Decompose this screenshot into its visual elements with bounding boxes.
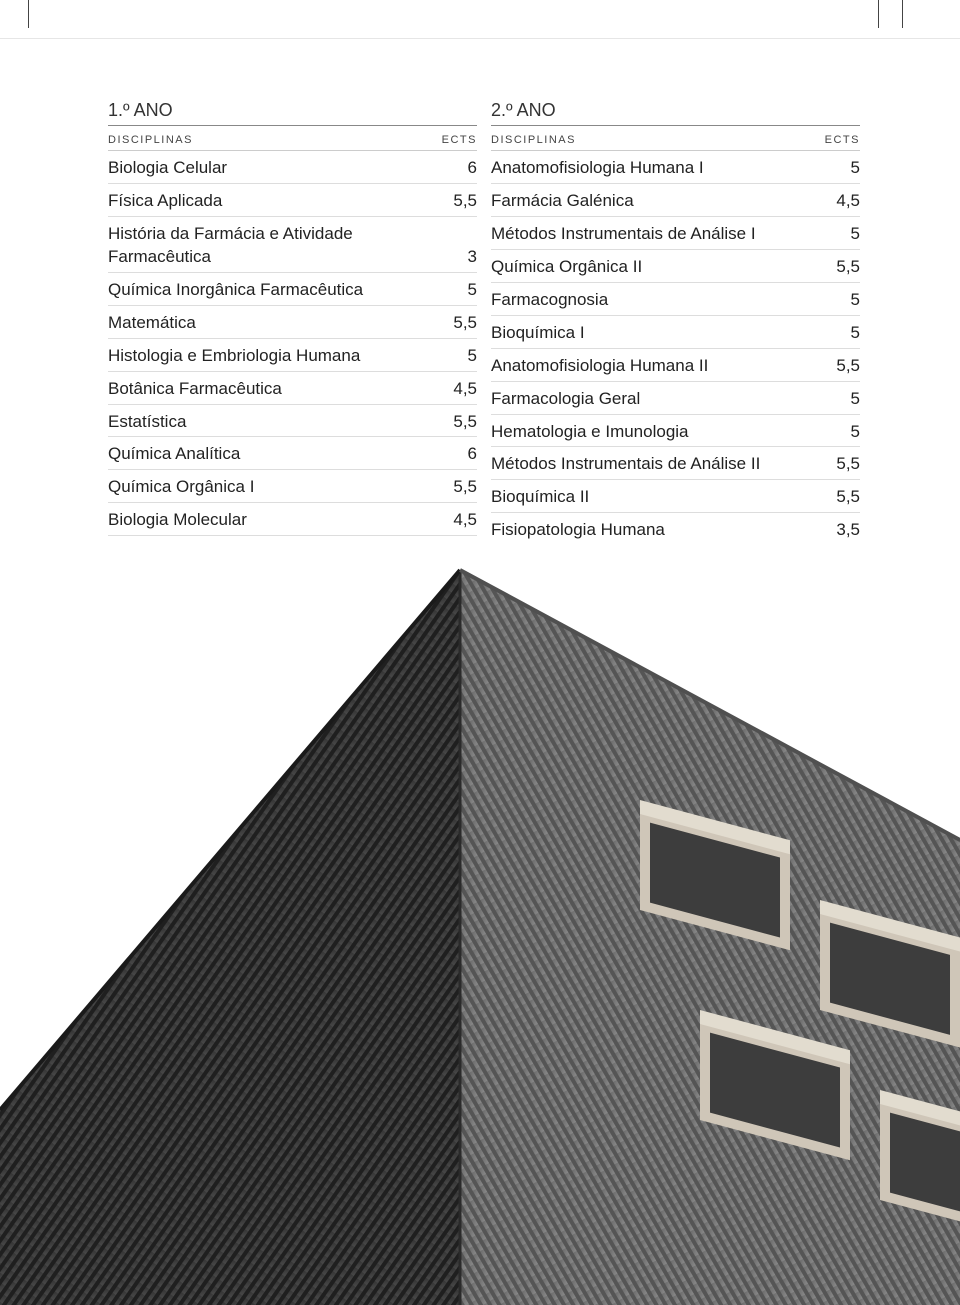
- discipline-name: Fisiopatologia Humana: [491, 519, 826, 542]
- discipline-name: Bioquímica II: [491, 486, 826, 509]
- discipline-name: Química Orgânica II: [491, 256, 826, 279]
- table-row: História da Farmácia e Atividade Farmacê…: [108, 217, 477, 273]
- ects-value: 4,5: [443, 378, 477, 401]
- year-1-title: 1.º ANO: [108, 100, 477, 126]
- discipline-name: Química Analítica: [108, 443, 443, 466]
- table-row: Hematologia e Imunologia5: [491, 415, 860, 448]
- table-row: Bioquímica I5: [491, 316, 860, 349]
- header-ects: ECTS: [442, 134, 477, 146]
- table-row: Bioquímica II5,5: [491, 480, 860, 513]
- table-row: Estatística5,5: [108, 405, 477, 438]
- discipline-name: Farmácia Galénica: [491, 190, 826, 213]
- ects-value: 5: [443, 345, 477, 368]
- discipline-name: História da Farmácia e Atividade Farmacê…: [108, 223, 443, 269]
- building-photo: [0, 540, 960, 1305]
- table-row: Química Orgânica I5,5: [108, 470, 477, 503]
- ects-value: 5,5: [826, 486, 860, 509]
- curriculum-tables: 1.º ANO DISCIPLINAS ECTS Biologia Celula…: [108, 100, 860, 569]
- table-row: Anatomofisiologia Humana II5,5: [491, 349, 860, 382]
- year-1-column: 1.º ANO DISCIPLINAS ECTS Biologia Celula…: [108, 100, 477, 569]
- discipline-name: Química Inorgânica Farmacêutica: [108, 279, 443, 302]
- ects-value: 5: [443, 279, 477, 302]
- header-ects: ECTS: [825, 134, 860, 146]
- ects-value: 5,5: [443, 190, 477, 213]
- table-row: Métodos Instrumentais de Análise I5: [491, 217, 860, 250]
- ects-value: 5,5: [826, 453, 860, 476]
- table-header: DISCIPLINAS ECTS: [491, 128, 860, 151]
- crop-mark-horizontal: [0, 38, 960, 39]
- discipline-name: Física Aplicada: [108, 190, 443, 213]
- ects-value: 5,5: [826, 355, 860, 378]
- table-row: Biologia Molecular4,5: [108, 503, 477, 536]
- table-row: Química Analítica6: [108, 437, 477, 470]
- year-2-title: 2.º ANO: [491, 100, 860, 126]
- crop-mark: [878, 0, 879, 28]
- discipline-name: Botânica Farmacêutica: [108, 378, 443, 401]
- discipline-name: Hematologia e Imunologia: [491, 421, 826, 444]
- table-row: Química Orgânica II5,5: [491, 250, 860, 283]
- table-row: Farmacologia Geral5: [491, 382, 860, 415]
- year-2-column: 2.º ANO DISCIPLINAS ECTS Anatomofisiolog…: [491, 100, 860, 569]
- discipline-name: Química Orgânica I: [108, 476, 443, 499]
- discipline-name: Farmacognosia: [491, 289, 826, 312]
- ects-value: 5,5: [443, 411, 477, 434]
- discipline-name: Estatística: [108, 411, 443, 434]
- discipline-name: Anatomofisiologia Humana I: [491, 157, 826, 180]
- header-disciplinas: DISCIPLINAS: [108, 134, 193, 146]
- ects-value: 5: [826, 421, 860, 444]
- ects-value: 4,5: [826, 190, 860, 213]
- table-row: Farmacognosia5: [491, 283, 860, 316]
- header-disciplinas: DISCIPLINAS: [491, 134, 576, 146]
- discipline-name: Métodos Instrumentais de Análise II: [491, 453, 826, 476]
- ects-value: 5,5: [443, 312, 477, 335]
- ects-value: 6: [443, 443, 477, 466]
- crop-marks: [0, 0, 960, 40]
- ects-value: 6: [443, 157, 477, 180]
- ects-value: 3: [443, 246, 477, 269]
- crop-mark: [28, 0, 29, 28]
- discipline-name: Anatomofisiologia Humana II: [491, 355, 826, 378]
- year-1-rows: Biologia Celular6Física Aplicada5,5Histó…: [108, 151, 477, 569]
- ects-value: 3,5: [826, 519, 860, 542]
- table-row: Matemática5,5: [108, 306, 477, 339]
- table-header: DISCIPLINAS ECTS: [108, 128, 477, 151]
- discipline-name: Biologia Celular: [108, 157, 443, 180]
- table-row: Botânica Farmacêutica4,5: [108, 372, 477, 405]
- ects-value: 5: [826, 157, 860, 180]
- table-row: Histologia e Embriologia Humana5: [108, 339, 477, 372]
- crop-mark: [902, 0, 903, 28]
- ects-value: 5: [826, 388, 860, 411]
- table-row: Anatomofisiologia Humana I5: [491, 151, 860, 184]
- discipline-name: Farmacologia Geral: [491, 388, 826, 411]
- discipline-name: Matemática: [108, 312, 443, 335]
- year-2-rows: Anatomofisiologia Humana I5Farmácia Galé…: [491, 151, 860, 546]
- discipline-name: Biologia Molecular: [108, 509, 443, 532]
- table-row: Farmácia Galénica4,5: [491, 184, 860, 217]
- ects-value: 5,5: [826, 256, 860, 279]
- discipline-name: Histologia e Embriologia Humana: [108, 345, 443, 368]
- table-row: Química Inorgânica Farmacêutica5: [108, 273, 477, 306]
- ects-value: 5,5: [443, 476, 477, 499]
- ects-value: 5: [826, 223, 860, 246]
- ects-value: 5: [826, 289, 860, 312]
- discipline-name: Bioquímica I: [491, 322, 826, 345]
- discipline-name: Métodos Instrumentais de Análise I: [491, 223, 826, 246]
- table-row: Métodos Instrumentais de Análise II5,5: [491, 447, 860, 480]
- ects-value: 4,5: [443, 509, 477, 532]
- table-row: Biologia Celular6: [108, 151, 477, 184]
- table-row: Física Aplicada5,5: [108, 184, 477, 217]
- ects-value: 5: [826, 322, 860, 345]
